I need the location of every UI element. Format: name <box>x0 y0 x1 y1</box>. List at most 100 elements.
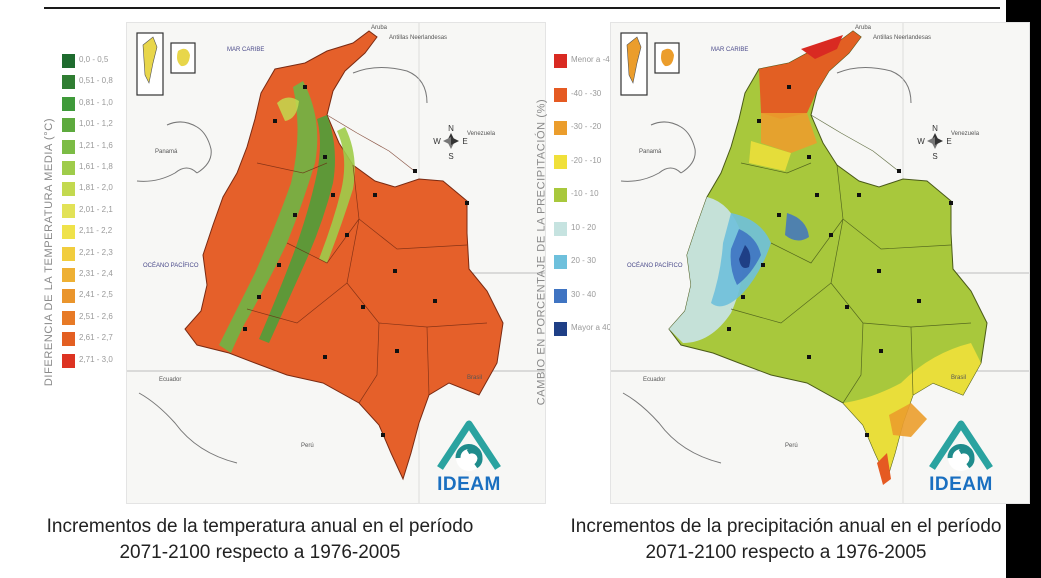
compass-north-label: N <box>932 124 938 133</box>
legend-swatch <box>62 118 75 133</box>
precip-extreme-wet <box>739 245 751 268</box>
legend-label: 2,51 - 2,6 <box>79 311 113 321</box>
legend-swatch <box>554 188 567 202</box>
compass-east-label: E <box>462 137 467 146</box>
ideam-emblem-icon <box>437 420 501 471</box>
panama-label: Panamá <box>639 149 662 155</box>
legend-swatch <box>62 289 75 304</box>
venezuela-coast <box>352 67 428 104</box>
venezuela-label: Venezuela <box>951 131 980 137</box>
legend-label: 10 - 20 <box>571 222 596 232</box>
precip-wet-patch <box>785 213 809 241</box>
ideam-logo-text: IDEAM <box>437 474 501 495</box>
legend-item: 1,01 - 1,2 <box>62 116 126 134</box>
legend-item: 2,41 - 2,5 <box>62 287 126 305</box>
legend-swatch <box>554 87 567 102</box>
inset-islands-shape <box>177 48 190 67</box>
panama-label: Panamá <box>155 149 178 155</box>
precipitation-caption: Incrementos de la precipitación anual en… <box>570 516 1002 563</box>
aruba-label: Aruba <box>855 25 872 31</box>
legend-item: 10 - 20 <box>554 220 618 238</box>
sierra-nevada <box>277 97 299 121</box>
legend-item: 1,21 - 1,6 <box>62 138 126 156</box>
andes-eastern-range <box>319 127 355 263</box>
andes-western-range <box>219 81 318 353</box>
legend-label: 2,11 - 2,2 <box>79 226 113 236</box>
precipitation-map: N S E W MAR CARIBE OCÉANO PACÍFICO Aruba… <box>611 23 1029 503</box>
pacific-label: OCÉANO PACÍFICO <box>143 262 199 269</box>
andes-central-range <box>259 115 335 343</box>
legend-item: -40 - -30 <box>554 86 618 104</box>
legend-item: 2,21 - 2,3 <box>62 245 126 263</box>
legend-label: 2,41 - 2,5 <box>79 290 113 300</box>
antilles-label: Antillas Neerlandesas <box>389 35 447 41</box>
legend-swatch <box>62 332 75 347</box>
legend-swatch <box>62 310 75 325</box>
legend-label: -10 - 10 <box>571 189 599 198</box>
precip-slightly-dry <box>749 141 791 171</box>
legend-label: 1,01 - 1,2 <box>79 119 113 129</box>
peru-label: Perú <box>785 443 798 449</box>
legend-swatch <box>62 96 75 111</box>
department-borders <box>246 114 488 404</box>
precip-dry-tip <box>877 453 891 485</box>
legend-item: -30 - -20 <box>554 119 618 137</box>
legend-item: 1,81 - 2,0 <box>62 180 126 198</box>
legend-label: 0,51 - 0,8 <box>79 76 113 86</box>
legend-swatch <box>62 225 75 240</box>
compass-east-label: E <box>946 137 951 146</box>
legend-swatch <box>554 322 567 336</box>
compass-rose: N S E W <box>433 124 467 161</box>
legend-label: 0,0 - 0,5 <box>79 55 109 64</box>
legend-swatch <box>62 139 75 154</box>
ideam-logo-text: IDEAM <box>929 474 993 495</box>
central-america-coast <box>166 121 212 174</box>
legend-label: 2,31 - 2,4 <box>79 269 113 278</box>
peru-label: Perú <box>301 443 314 449</box>
caribbean-label: MAR CARIBE <box>227 47 264 53</box>
legend-label: 0,81 - 1,0 <box>79 97 113 107</box>
colombia-territory <box>184 30 504 481</box>
legend-label: 2,01 - 2,1 <box>79 204 113 214</box>
ecuador-label: Ecuador <box>159 377 181 383</box>
panama-coast <box>620 167 682 182</box>
legend-label: 1,61 - 1,8 <box>79 162 113 171</box>
compass-west-label: W <box>917 137 925 146</box>
inset-colombia-shape <box>142 36 158 84</box>
legend-item: Menor a -40 <box>554 52 618 70</box>
legend-label: -20 - -10 <box>571 155 602 165</box>
legend-label: -40 - -30 <box>571 88 602 98</box>
legend-item: 0,0 - 0,5 <box>62 52 126 70</box>
precip-very-dry-guajira <box>801 35 843 59</box>
ideam-logo: IDEAM <box>432 418 506 496</box>
city-markers <box>727 85 953 437</box>
precipitation-map-panel: N S E W MAR CARIBE OCÉANO PACÍFICO Aruba… <box>610 22 1030 504</box>
legend-label: 1,81 - 2,0 <box>79 183 113 193</box>
compass-west-label: W <box>433 137 441 146</box>
legend-swatch <box>62 75 75 90</box>
legend-item: 0,51 - 0,8 <box>62 73 126 91</box>
temperature-caption: Incrementos de la temperatura anual en e… <box>46 516 474 563</box>
legend-item: -20 - -10 <box>554 153 618 171</box>
legend-label: 2,21 - 2,3 <box>79 247 113 257</box>
legend-swatch <box>62 161 75 175</box>
legend-label: 2,71 - 3,0 <box>79 354 113 364</box>
legend-swatch <box>554 54 567 68</box>
legend-item: 2,51 - 2,6 <box>62 309 126 327</box>
legend-swatch <box>62 182 75 197</box>
legend-label: Menor a -40 <box>571 55 615 64</box>
temperature-legend-title: DIFERENCIA DE LA TEMPERATURA MEDIA (°C) <box>43 117 55 387</box>
legend-item: -10 - 10 <box>554 186 618 204</box>
legend-label: 20 - 30 <box>571 256 596 265</box>
legend-item: 30 - 40 <box>554 287 618 305</box>
legend-item: Mayor a 40 <box>554 320 618 338</box>
legend-item: 2,11 - 2,2 <box>62 223 126 241</box>
aruba-label: Aruba <box>371 25 388 31</box>
legend-label: Mayor a 40 <box>571 323 612 332</box>
caribbean-label: MAR CARIBE <box>711 47 748 53</box>
panama-coast <box>136 167 198 182</box>
legend-item: 2,61 - 2,7 <box>62 330 126 348</box>
city-markers <box>243 85 469 437</box>
venezuela-coast <box>836 67 912 104</box>
precip-wet-pacific <box>669 197 744 343</box>
